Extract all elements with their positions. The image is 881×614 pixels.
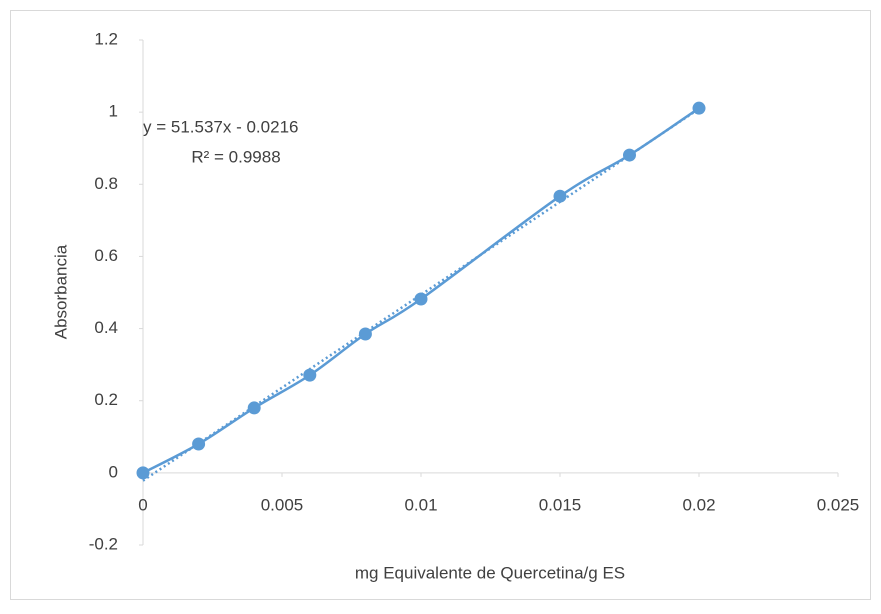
trendline-equation: y = 51.537x - 0.0216 — [143, 117, 298, 136]
data-point — [192, 437, 206, 451]
y-tick-label: 0 — [109, 462, 118, 481]
x-tick-label: 0.015 — [539, 495, 582, 514]
data-point — [358, 327, 372, 341]
x-tick-label: 0.02 — [682, 495, 715, 514]
y-tick-label: 0.8 — [94, 174, 118, 193]
y-axis-title: Absorbancia — [51, 244, 70, 339]
y-tick-label: 1 — [109, 102, 118, 121]
x-tick-label: 0.01 — [404, 495, 437, 514]
data-point — [247, 401, 261, 415]
y-tick-label: 0.6 — [94, 246, 118, 265]
data-point — [414, 292, 428, 306]
series-line — [142, 107, 700, 474]
x-tick-label: 0 — [138, 495, 147, 514]
y-tick-label: 0.4 — [94, 318, 118, 337]
x-axis-title: mg Equivalente de Quercetina/g ES — [355, 563, 625, 582]
trendline-r2: R² = 0.9988 — [191, 147, 280, 166]
y-tick-label: 1.2 — [94, 29, 118, 48]
x-tick-label: 0.025 — [817, 495, 860, 514]
chart-border — [10, 10, 871, 600]
y-tick-label: 0.2 — [94, 390, 118, 409]
data-point — [553, 189, 567, 203]
y-tick-label: -0.2 — [89, 534, 118, 553]
x-tick-label: 0.005 — [261, 495, 304, 514]
data-point — [692, 101, 706, 115]
data-point — [303, 368, 317, 382]
data-point — [136, 466, 150, 480]
data-point — [623, 148, 636, 162]
